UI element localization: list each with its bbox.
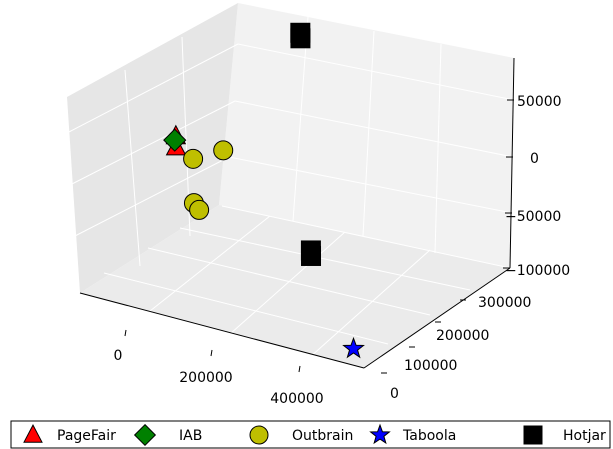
legend-label-iab: IAB bbox=[179, 428, 202, 444]
point-taboola bbox=[342, 336, 365, 359]
y-tick-label: 0 bbox=[390, 386, 399, 402]
z-tick-label: −50000 bbox=[505, 209, 561, 225]
grid-lines bbox=[66, 16, 515, 367]
left-pane bbox=[67, 3, 238, 293]
z-tick-label: 50000 bbox=[517, 94, 562, 110]
axis-lines bbox=[79, 57, 515, 369]
floor-pane bbox=[80, 205, 510, 368]
x-tick-label: 400000 bbox=[270, 391, 323, 407]
y-tick-label: 100000 bbox=[404, 358, 457, 374]
legend-marker-hotjar bbox=[523, 425, 543, 445]
legend-box bbox=[10, 420, 611, 449]
point-iab bbox=[163, 128, 187, 152]
point-hotjar bbox=[301, 245, 322, 266]
x-tick-label: 0 bbox=[114, 348, 123, 364]
z-tick-label: 0 bbox=[530, 151, 539, 167]
legend-label-pagefair: PageFair bbox=[57, 428, 116, 444]
z-tick-label: −100000 bbox=[505, 263, 570, 279]
point-hotjar bbox=[290, 28, 311, 49]
data-points bbox=[163, 22, 365, 359]
legend-marker-iab bbox=[133, 423, 157, 447]
axis-ticks bbox=[124, 99, 514, 374]
y-tick-label: 300000 bbox=[478, 295, 531, 311]
legend-label-outbrain: Outbrain bbox=[292, 428, 353, 444]
legend-label-hotjar: Hotjar bbox=[563, 428, 606, 444]
legend-marker-pagefair bbox=[23, 424, 43, 443]
legend: PageFair IAB Outbrain Taboola Hotjar bbox=[23, 423, 606, 447]
legend-marker-outbrain bbox=[249, 425, 269, 445]
legend-label-taboola: Taboola bbox=[402, 428, 456, 444]
point-outbrain bbox=[183, 148, 204, 169]
point-outbrain bbox=[213, 140, 234, 161]
x-tick-label: 200000 bbox=[179, 370, 232, 386]
point-outbrain bbox=[189, 199, 210, 220]
legend-marker-taboola bbox=[369, 423, 391, 445]
y-tick-label: 200000 bbox=[436, 328, 489, 344]
